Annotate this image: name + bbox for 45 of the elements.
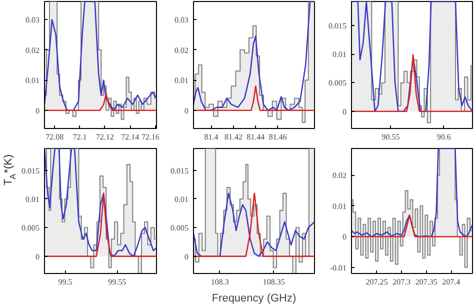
y-tick-label: 0.005	[328, 78, 346, 88]
y-tick-label: 0	[184, 252, 188, 262]
x-tick-label: 207.3	[392, 278, 411, 286]
x-tick-label: 72.16	[142, 132, 160, 142]
y-tick-label: 0.005	[22, 224, 40, 233]
y-tick-label: 0	[342, 232, 346, 242]
y-tick-label: 0	[36, 252, 40, 262]
y-tick-label: 0.01	[174, 194, 188, 204]
x-tick-label: 72.12	[96, 132, 114, 142]
y-tick-label: 0.03	[174, 16, 188, 25]
y-tick-label: 0	[184, 106, 188, 116]
y-tick-label: 0.015	[328, 22, 346, 31]
x-tick-label: 90.55	[382, 132, 400, 142]
x-tick-label: 207.35	[415, 278, 438, 286]
x-tick-label: 81.44	[246, 132, 265, 142]
x-tick-label: 108.35	[262, 278, 285, 286]
x-tick-label: 207.25	[366, 278, 388, 286]
y-tick-label: 0.015	[22, 166, 40, 176]
y-tick-label: 0	[36, 106, 40, 116]
x-tick-label: 108.3	[210, 278, 229, 286]
x-tick-label: 99.5	[58, 278, 72, 286]
x-tick-label: 99.55	[108, 278, 126, 286]
y-tick-label: 0.03	[26, 16, 40, 25]
x-tick-label: 72.14	[121, 132, 140, 142]
y-tick-label: 0.005	[170, 224, 188, 233]
y-tick-label: 0.01	[332, 202, 346, 211]
y-tick-label: 0	[342, 107, 346, 116]
x-tick-label: 90.6	[436, 132, 451, 142]
y-tick-label: -0.01	[330, 263, 347, 272]
y-axis-title: TA*(K)	[2, 154, 18, 186]
x-tick-label: 81.42	[224, 132, 242, 142]
y-tick-label: 0.01	[332, 50, 346, 60]
x-tick-label: 207.4	[442, 278, 460, 286]
x-tick-label: 81.46	[268, 132, 287, 142]
x-tick-label: 72.08	[46, 132, 64, 142]
y-tick-label: 0.02	[26, 46, 40, 55]
y-tick-label: 0.01	[174, 76, 188, 86]
y-tick-label: 0.015	[170, 166, 188, 176]
y-tick-label: 0.02	[332, 171, 346, 180]
x-tick-label: 81.4	[204, 132, 218, 142]
y-tick-label: 0.01	[26, 76, 40, 86]
x-tick-label: 72.1	[72, 132, 87, 142]
y-tick-label: 0.01	[26, 194, 40, 204]
y-tick-label: 0.02	[174, 46, 188, 55]
x-axis-title: Frequency (GHz)	[212, 292, 296, 304]
